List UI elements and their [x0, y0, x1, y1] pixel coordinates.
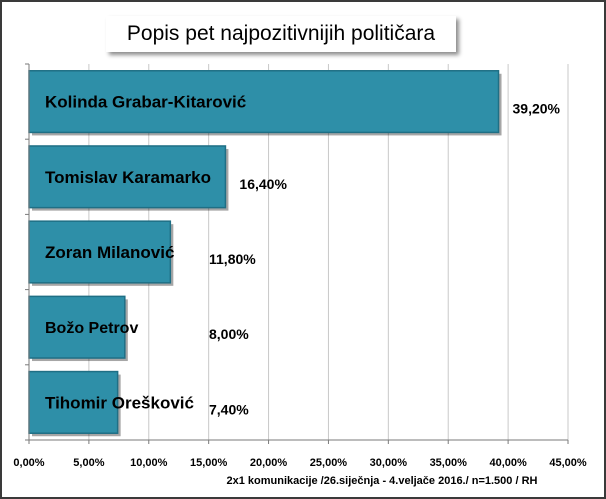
- bar: [28, 70, 500, 134]
- bar-category-label: Kolinda Grabar-Kitarović: [45, 93, 246, 112]
- x-tick-label: 20,00%: [250, 457, 288, 469]
- bar-value-label: 7,40%: [209, 401, 249, 417]
- x-tick-label: 25,00%: [310, 457, 348, 469]
- bar-category-label: Tihomir Orešković: [45, 393, 194, 412]
- x-tick-label: 10,00%: [130, 457, 168, 469]
- x-tick-label: 45,00%: [549, 457, 587, 469]
- bar-value-label: 8,00%: [209, 326, 249, 342]
- bar-value-label: 11,80%: [209, 251, 256, 267]
- x-tick-label: 0,00%: [13, 457, 44, 469]
- x-tick-label: 5,00%: [73, 457, 104, 469]
- bar: [28, 370, 119, 434]
- x-tick-labels: 0,00% 5,00% 10,00% 15,00% 20,00% 25,00% 30,00%…: [13, 457, 586, 469]
- x-tick-label: 35,00%: [430, 457, 468, 469]
- bars: Kolinda Grabar-Kitarović 39,20% Tomislav K…: [28, 70, 561, 437]
- footnote: 2x1 komunikacije /26.siječnja - 4.veljač…: [226, 475, 538, 487]
- bar: [28, 295, 126, 359]
- bar: [28, 145, 227, 209]
- bar-category-label: Tomislav Karamarko: [45, 168, 211, 187]
- bar-value-label: 16,40%: [239, 176, 287, 192]
- axes: [25, 63, 569, 444]
- bar-value-label: 39,20%: [513, 101, 561, 117]
- chart-title: Popis pet najpozitivnijih političara: [106, 16, 456, 52]
- x-tick-label: 40,00%: [489, 457, 527, 469]
- bar: [28, 220, 172, 284]
- bar-category-label: Božo Petrov: [45, 320, 138, 337]
- x-tick-label: 30,00%: [370, 457, 408, 469]
- x-tick-label: 15,00%: [190, 457, 228, 469]
- bar-category-label: Zoran Milanović: [45, 243, 174, 262]
